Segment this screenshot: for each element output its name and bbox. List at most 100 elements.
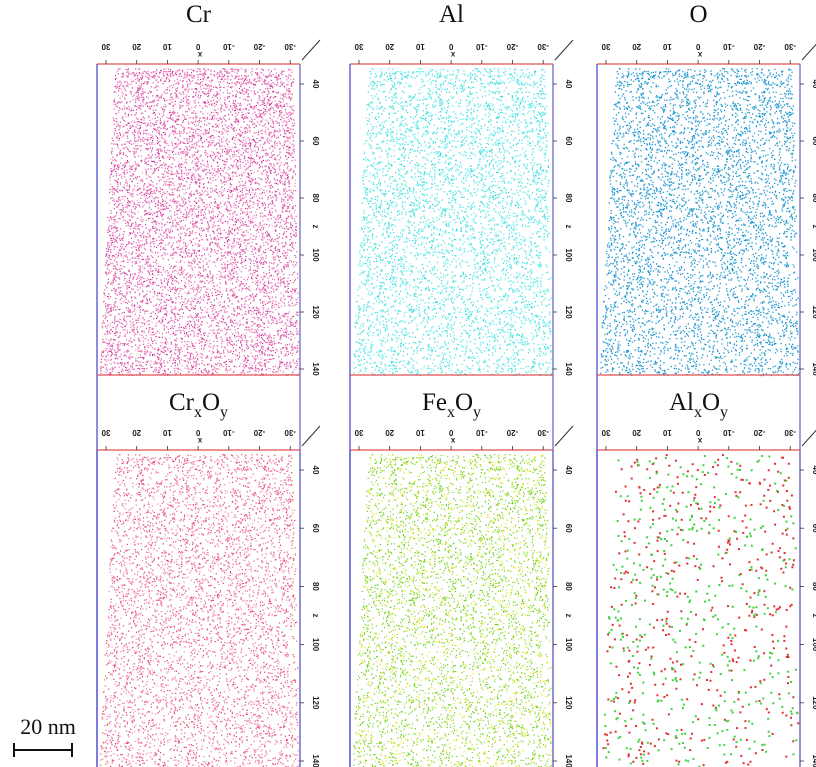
z-tick-label: 100	[811, 638, 816, 652]
axis-stub	[301, 425, 321, 447]
x-tick-label: 0	[195, 42, 200, 51]
z-tick-label: 100	[311, 248, 320, 262]
z-tick-label: 80	[811, 582, 816, 591]
x-tick-label: -10	[722, 428, 734, 437]
scale-bar: 20 nm	[13, 714, 76, 757]
z-tick-label: 60	[564, 137, 573, 146]
x-tick-label: 20	[385, 428, 394, 437]
x-tick-label: 0	[448, 42, 453, 51]
atom-dots	[100, 68, 300, 376]
z-axis-label: z	[564, 225, 573, 229]
x-tick-label: 0	[195, 428, 200, 437]
x-tick-label: -10	[475, 428, 487, 437]
z-tick-label: 140	[311, 754, 320, 767]
x-tick-label: -30	[537, 42, 549, 51]
z-tick-label: 120	[564, 696, 573, 710]
z-tick-label: 140	[311, 362, 320, 376]
x-tick-label: 20	[132, 42, 141, 51]
z-tick-label: 120	[311, 696, 320, 710]
z-tick-label: 60	[811, 524, 816, 533]
z-axis-label: z	[811, 614, 816, 618]
title-part: O	[689, 1, 707, 28]
x-tick-label: -20	[753, 428, 765, 437]
atom-cloud	[600, 68, 800, 377]
atom-dots	[353, 454, 552, 767]
panel-title: AlxOy	[669, 389, 728, 421]
z-tick-label: 80	[564, 582, 573, 591]
x-axis-label: x	[450, 436, 455, 445]
atom-dots	[100, 454, 300, 767]
axis-stub	[554, 425, 574, 447]
z-tick-label: 120	[811, 696, 816, 710]
x-axis-label: x	[697, 50, 702, 59]
z-tick-label: 40	[564, 80, 573, 89]
panel-title: CrxOy	[169, 389, 228, 421]
x-tick-label: 20	[632, 42, 641, 51]
x-tick-label: -30	[284, 42, 296, 51]
x-tick-label: -10	[222, 42, 234, 51]
z-tick-label: 60	[811, 137, 816, 146]
atom-dots	[602, 454, 800, 767]
x-tick-label: -20	[506, 42, 518, 51]
x-tick-label: -20	[506, 428, 518, 437]
z-tick-label: 40	[811, 80, 816, 89]
x-tick-label: 30	[101, 42, 110, 51]
x-tick-label: -30	[284, 428, 296, 437]
atom-cloud	[602, 454, 800, 767]
title-subscript: x	[194, 404, 202, 421]
x-axis-label: x	[697, 436, 702, 445]
title-subscript: x	[447, 404, 455, 421]
z-tick-label: 60	[311, 137, 320, 146]
atom-dots	[600, 68, 800, 377]
z-tick-label: 80	[564, 194, 573, 203]
atom-cloud	[353, 68, 553, 377]
title-subscript: y	[220, 404, 228, 421]
axis-stub	[554, 39, 574, 61]
title-part: Cr	[169, 389, 195, 416]
x-tick-label: 10	[662, 42, 671, 51]
x-tick-label: -10	[222, 428, 234, 437]
x-tick-label: 30	[354, 42, 363, 51]
z-tick-label: 60	[311, 524, 320, 533]
x-tick-label: -30	[784, 42, 796, 51]
z-tick-label: 80	[811, 194, 816, 203]
atom-dots	[100, 68, 300, 376]
z-tick-label: 140	[811, 754, 816, 767]
title-part: O	[455, 389, 473, 416]
panel-title: FexOy	[422, 389, 481, 421]
z-tick-label: 120	[311, 305, 320, 319]
z-axis-label: z	[311, 614, 320, 618]
panel-title: Cr	[186, 1, 212, 28]
z-tick-label: 40	[564, 466, 573, 475]
x-axis-label: x	[197, 50, 202, 59]
z-tick-label: 80	[311, 194, 320, 203]
x-tick-label: -30	[537, 428, 549, 437]
title-part: Fe	[422, 389, 447, 416]
z-tick-label: 140	[564, 754, 573, 767]
x-tick-label: 0	[448, 428, 453, 437]
atom-dots	[353, 68, 553, 377]
title-part: Al	[669, 389, 694, 416]
title-subscript: y	[720, 404, 728, 421]
title-part: Al	[439, 1, 464, 28]
x-tick-label: 20	[132, 428, 141, 437]
x-tick-label: 10	[162, 42, 171, 51]
atom-cloud	[100, 68, 300, 376]
title-part: O	[702, 389, 720, 416]
x-tick-label: 0	[695, 428, 700, 437]
z-axis-label: z	[811, 225, 816, 229]
z-tick-label: 120	[564, 305, 573, 319]
x-tick-label: -10	[475, 42, 487, 51]
x-tick-label: 10	[662, 428, 671, 437]
x-axis-label: x	[197, 436, 202, 445]
z-tick-label: 100	[811, 248, 816, 262]
x-tick-label: 0	[695, 42, 700, 51]
z-tick-label: 140	[811, 362, 816, 376]
x-tick-label: 20	[632, 428, 641, 437]
z-tick-label: 40	[311, 466, 320, 475]
z-tick-label: 120	[811, 305, 816, 319]
title-subscript: y	[473, 404, 481, 421]
